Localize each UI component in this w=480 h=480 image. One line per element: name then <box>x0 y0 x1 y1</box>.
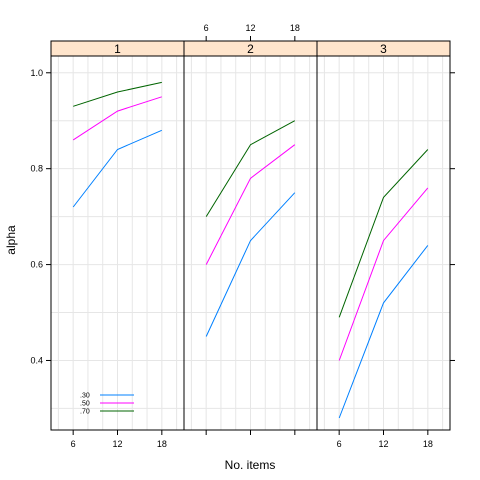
series-line-p70 <box>205 120 296 217</box>
series-line-p70 <box>73 81 162 107</box>
panel-2: 2 6 12 18 <box>183 23 318 435</box>
panel-3: 3 6 12 18 <box>316 40 451 449</box>
x-tick-label: 12 <box>245 23 255 33</box>
x-tick-label: 6 <box>204 23 209 33</box>
x-tick-label: 6 <box>71 439 76 449</box>
legend: .30.50.70 <box>80 393 134 416</box>
legend-label: .30 <box>80 393 90 400</box>
y-tick-label: 0.4 <box>30 355 43 365</box>
y-tick-label: 0.8 <box>30 164 43 174</box>
series-line-p70 <box>338 149 429 318</box>
strip-label: 2 <box>247 42 254 56</box>
strip-label: 3 <box>380 42 387 56</box>
series-line-p50 <box>205 144 296 265</box>
x-axis-label: No. items <box>225 458 276 472</box>
x-tick-label: 18 <box>157 439 167 449</box>
legend-label: .70 <box>80 409 90 416</box>
series-line-p30 <box>338 245 429 419</box>
x-tick-label: 18 <box>423 439 433 449</box>
series-line-p50 <box>338 187 429 361</box>
y-tick-label: 1.0 <box>30 68 43 78</box>
x-tick-label: 12 <box>378 439 388 449</box>
x-tick-label: 12 <box>112 439 122 449</box>
x-tick-label: 6 <box>337 439 342 449</box>
series-line-p30 <box>205 192 296 337</box>
panel-1: 1 6 12 18 <box>50 40 185 449</box>
y-tick-label: 0.6 <box>30 260 43 270</box>
strip-label: 1 <box>114 42 121 56</box>
series-line-p30 <box>72 129 162 208</box>
legend-label: .50 <box>80 401 90 408</box>
panels-layer: 1 6 12 18 2 6 12 18 3 6 12 18 0.4 0.6 0.8 1.0 .30.50.70 <box>30 23 455 449</box>
y-axis-label: alpha <box>4 225 18 255</box>
x-tick-label: 18 <box>290 23 300 33</box>
series-line-p50 <box>72 96 162 141</box>
